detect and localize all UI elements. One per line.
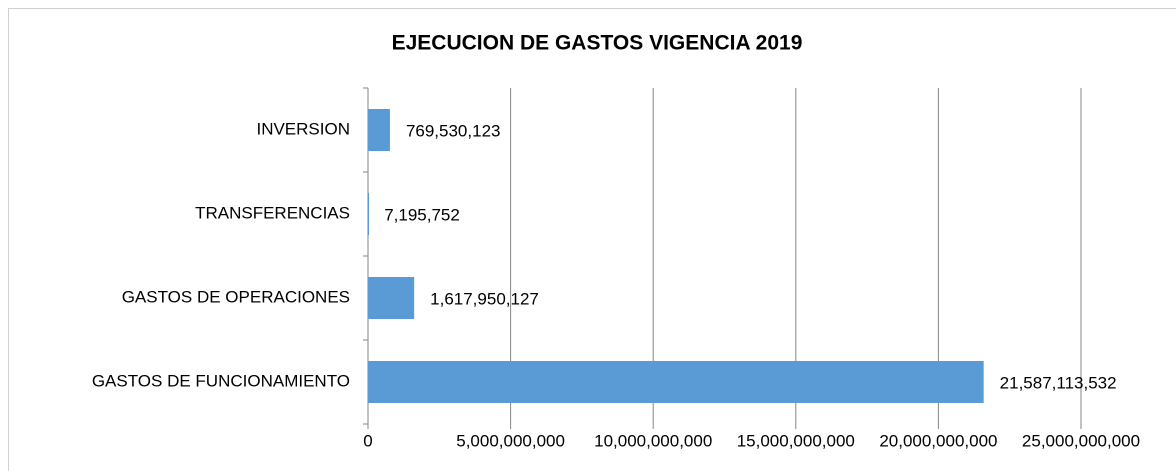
x-tick-label: 20,000,000,000: [879, 431, 997, 450]
value-label: 21,587,113,532: [1000, 373, 1117, 392]
bar: [368, 193, 369, 235]
x-tick-label: 25,000,000,000: [1022, 431, 1140, 450]
value-label: 1,617,950,127: [430, 289, 539, 308]
bar: [368, 109, 390, 151]
y-tick-label: GASTOS DE OPERACIONES: [122, 287, 350, 306]
bar: [368, 277, 415, 319]
x-tick-label: 15,000,000,000: [737, 431, 855, 450]
x-tick-label: 5,000,000,000: [456, 431, 565, 450]
y-tick-label: TRANSFERENCIAS: [195, 203, 350, 222]
y-tick-label: GASTOS DE FUNCIONAMIENTO: [92, 371, 350, 390]
y-tick-label: INVERSION: [256, 119, 350, 138]
value-label: 769,530,123: [406, 121, 501, 140]
bar: [368, 361, 984, 403]
value-label: 7,195,752: [384, 205, 460, 224]
chart-title: EJECUCION DE GASTOS VIGENCIA 2019: [392, 32, 803, 55]
x-tick-label: 10,000,000,000: [594, 431, 712, 450]
x-tick-label: 0: [363, 431, 372, 450]
